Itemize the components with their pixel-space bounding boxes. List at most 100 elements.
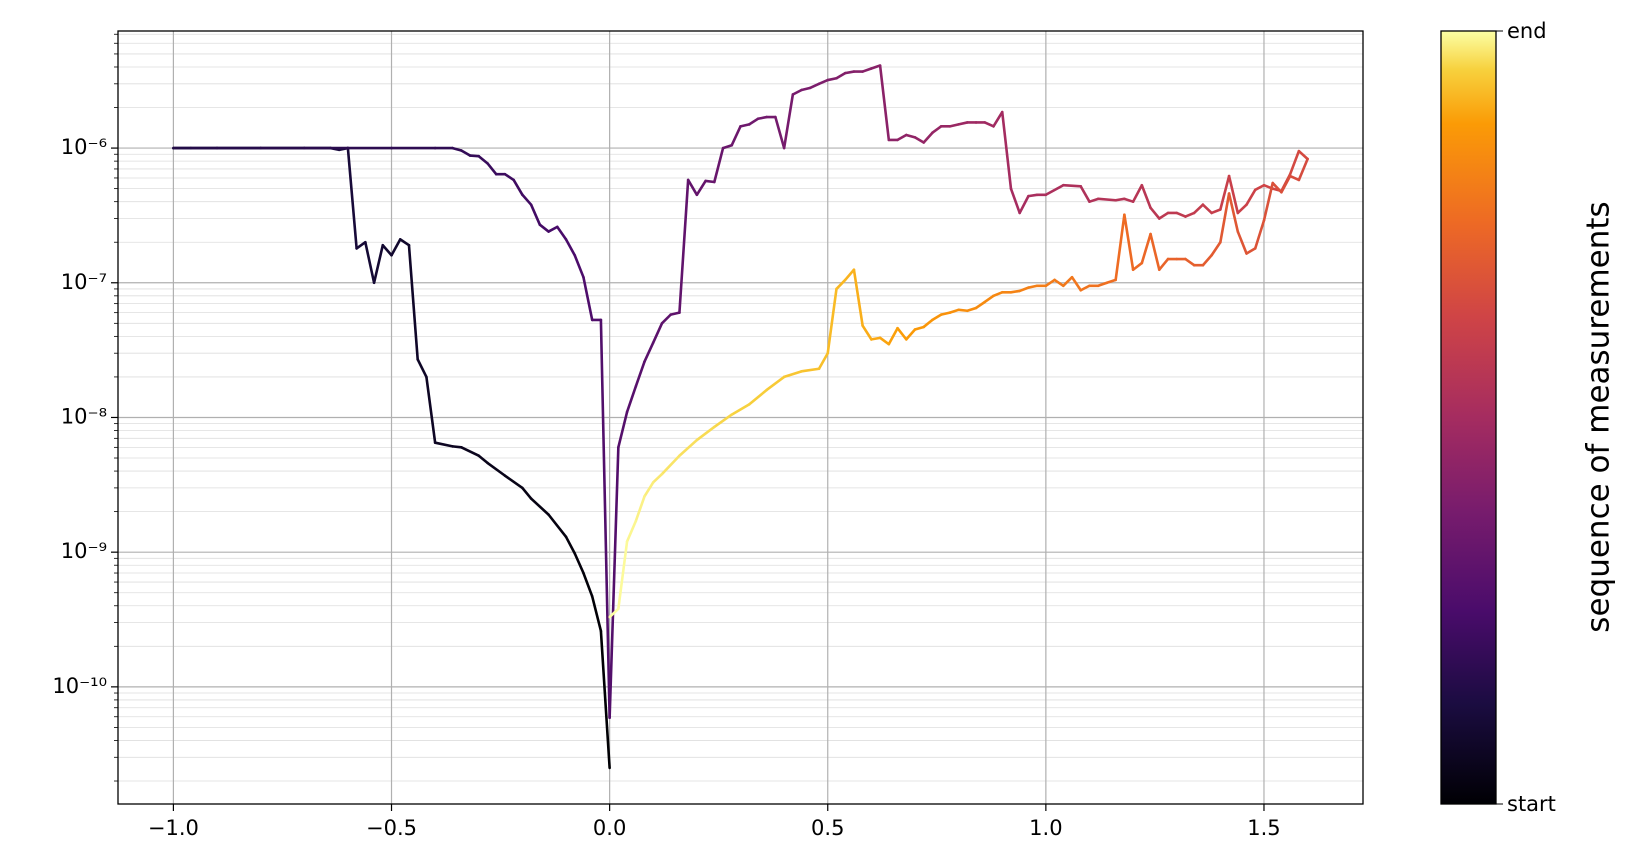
line-segment [1079,185,1091,203]
line-segment [861,67,873,73]
line-segment [573,552,585,575]
line-segment [1253,183,1266,192]
line-segment [460,149,472,157]
line-segment [1219,174,1231,211]
line-segment [1131,261,1144,272]
line-group [172,64,1309,770]
line-segment [1236,230,1248,255]
line-segment [904,328,917,341]
line-segment [355,240,367,250]
line-segment [678,438,699,458]
grid [118,31,1363,804]
line-segment [1131,183,1144,203]
line-segment [948,308,960,314]
line-segment [660,454,681,476]
line-segment [1027,284,1039,289]
colorbar [1440,30,1497,805]
line-segment [643,481,655,498]
line-segment [538,223,550,233]
line-segment [425,375,437,444]
line-segment [486,461,507,477]
line-segment [826,287,838,355]
line-segment [896,133,908,142]
line-segment [643,341,655,363]
line-segment [617,540,629,611]
line-segment [372,243,385,285]
line-segment [948,123,960,128]
line-segment [433,441,454,448]
line-segment [1245,247,1257,255]
line-segment [669,311,681,316]
line-segment [826,76,838,82]
line-segment [477,154,489,165]
line-segment [931,313,943,322]
line-segment [634,360,646,388]
line-segment [1105,278,1117,285]
line-segment [625,519,638,543]
line-segment [651,322,664,344]
line-segment [451,146,463,152]
x-tick-label: 1.5 [1247,816,1280,840]
line-segment [747,388,768,406]
line-segment [782,370,803,379]
line-segment [547,225,559,233]
line-segment [1062,183,1083,188]
line-segment [390,238,402,257]
line-segment [887,326,899,346]
line-segment [695,179,707,197]
line-segment [398,238,411,247]
line-segment [1009,289,1021,294]
line-segment [713,413,734,429]
line-segment [416,358,428,379]
line-segment [1297,157,1309,182]
line-segment [599,629,611,770]
line-segment [1114,213,1126,282]
x-tick-label: −1.0 [148,816,199,840]
line-segment [782,93,795,150]
line-segment [835,71,847,80]
line-segment [756,115,768,121]
line-segment [1175,211,1187,218]
line-segment [1018,286,1030,293]
line-segment [1201,203,1213,215]
y-tick-label: 10⁻⁷ [61,270,107,294]
line-segment [564,238,577,257]
line-segment [713,146,725,184]
line-segment [800,86,812,92]
line-segment [983,294,995,304]
colorbar-label: sequence of measurements [1581,201,1617,632]
line-segment [974,300,987,310]
line-segment [1210,240,1222,257]
line-segment [1027,193,1039,198]
line-segment [678,178,690,314]
line-segment [1088,197,1100,203]
line-segment [1236,203,1248,215]
line-segment [870,336,882,341]
line-segment [1157,257,1170,272]
line-segment [843,70,856,75]
line-segment [739,123,751,128]
line-segment [1044,278,1056,288]
line-segment [747,117,760,126]
line-segment [547,513,568,539]
x-tick-label: 0.0 [593,816,626,840]
line-segment [1070,275,1083,292]
line-segment [817,351,830,371]
line-segment [800,367,821,373]
line-segment [1280,174,1292,194]
line-segment [486,162,498,176]
line-segment [1018,194,1030,215]
line-segment [843,268,856,282]
line-segment [922,318,934,329]
line-segment [870,64,882,70]
line-segment [931,125,943,135]
line-segment [1149,206,1161,220]
line-segment [721,143,734,150]
line-segment [582,275,594,322]
line-segment [1157,211,1170,220]
line-segment [381,243,393,257]
x-tick-label: 1.0 [1029,816,1062,840]
line-segment [904,133,917,139]
line-segment [1140,232,1152,265]
line-segment [957,308,969,313]
